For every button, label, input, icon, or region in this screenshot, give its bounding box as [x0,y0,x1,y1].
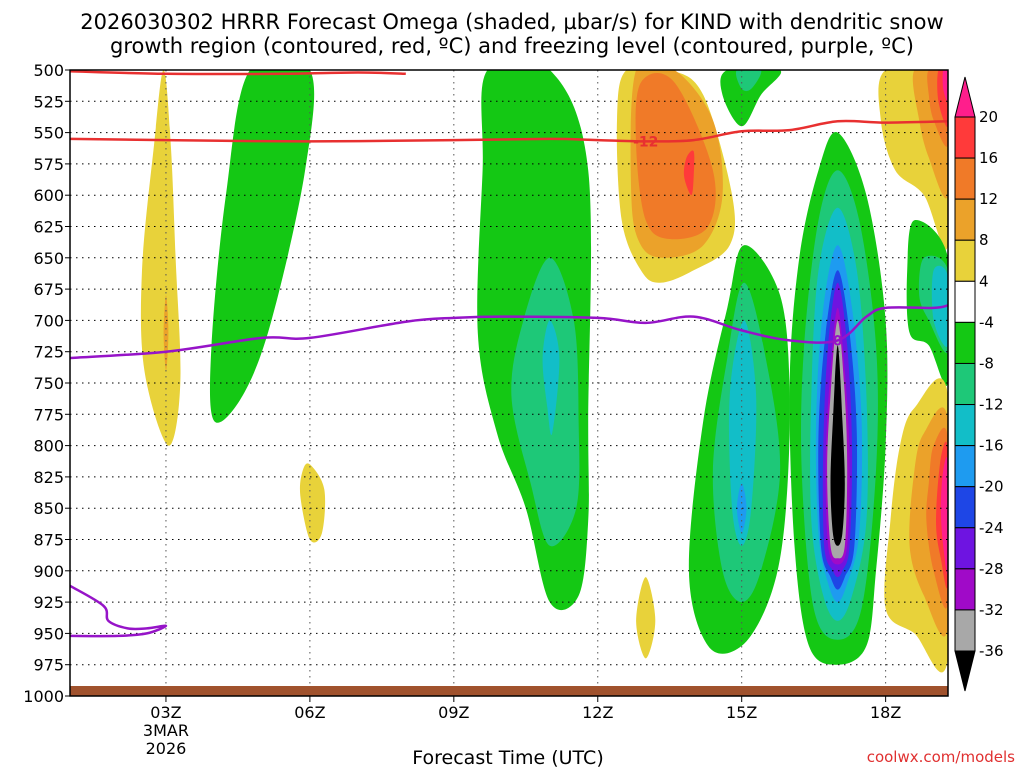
omega-region-cyan-band-15z [728,320,757,546]
freezing-low-contour [70,584,168,638]
freezing-level-contour [70,304,948,360]
y-tick-label-900: 900 [33,562,64,581]
colorbar-bin--20-to--24 [954,486,976,529]
colorbar-label--36: -36 [979,642,1004,660]
omega-region-teal-top-15z [735,70,762,92]
colorbar-bin-12-to-8 [954,198,976,241]
omega-region-green-top-15z [720,70,782,127]
x-tick-label-03Z: 03Z [150,703,181,722]
y-tick-label-625: 625 [33,218,64,237]
x-tick-label-06Z: 06Z [294,703,325,722]
colorbar-label-8: 8 [979,231,989,249]
dgz-minus12-contour [70,119,948,143]
colorbar-bin--32-to--36 [954,609,976,652]
y-tick-label-850: 850 [33,499,64,518]
y-tick-label-575: 575 [33,155,64,174]
colorbar-bin--12-to--16 [954,404,976,447]
colorbar-bin-8-to-4 [954,239,976,282]
x-tick-label-15Z: 15Z [726,703,757,722]
y-tick-label-925: 925 [33,593,64,612]
colorbar-label--4: -4 [979,313,994,331]
omega-region-orange-13z [635,73,716,240]
omega-region-teal-band-11z [511,257,580,547]
omega-region-yellow-blob-06z [299,463,326,543]
colorbar-label-12: 12 [979,190,998,208]
y-tick-label-525: 525 [33,92,64,111]
colorbar-bin--28-to--32 [954,568,976,611]
y-tick-label-725: 725 [33,343,64,362]
omega-region-cyan-blob-11z [542,320,560,436]
colorbar-label--24: -24 [979,519,1004,537]
colorbar-bin-4-to--4 [954,280,976,323]
colorbar-bin-16-to-12 [954,157,976,200]
y-tick-label-675: 675 [33,280,64,299]
y-tick-label-700: 700 [33,311,64,330]
x-axis-label: Forecast Time (UTC) [412,747,603,768]
chart-title-line-1: 2026030302 HRRR Forecast Omega (shaded, … [80,10,943,34]
colorbar-bin--24-to--28 [954,527,976,570]
colorbar-bin--4-to--8 [954,321,976,364]
colorbar-label-16: 16 [979,149,998,167]
colorbar-label--12: -12 [979,396,1004,414]
x-tick-sublabel-2026: 2026 [146,739,187,758]
omega-region-black-core-17z [830,345,845,546]
gridlines [70,70,948,696]
x-tick-sublabel-3MAR: 3MAR [143,721,189,740]
colorbar: 20 16 12 8 4 -4 -8 -12 -16 -20 -24 -28 -32 -36 [954,76,1004,692]
y-tick-label-825: 825 [33,468,64,487]
contours: -12 0 [70,70,948,638]
chart-title-line-2: growth region (contoured, red, ºC) and f… [110,34,914,58]
omega-region-red-13z [683,150,695,196]
colorbar-label-20: 20 [979,108,998,126]
y-tick-label-975: 975 [33,656,64,675]
y-tick-label-500: 500 [33,61,64,80]
colorbar-label-4: 4 [979,272,989,290]
x-tick-label-18Z: 18Z [870,703,901,722]
credit-text: coolwx.com/models [867,748,1015,766]
colorbar-bin--8-to--12 [954,362,976,406]
omega-region-yellow-blob-13z [636,577,656,659]
y-tick-label-600: 600 [33,186,64,205]
y-tick-label-950: 950 [33,624,64,643]
omega-region-magenta-bottom-19z [940,457,948,575]
colorbar-bottom-arrow [954,650,976,692]
terrain-strip [70,686,948,696]
colorbar-bin-20-to-16 [954,116,976,159]
dgz-minus12-contour-label: -12 [633,134,658,150]
x-tick-label-12Z: 12Z [582,703,613,722]
y-tick-label-1000: 1000 [23,687,64,706]
colorbar-top-arrow [954,76,976,118]
freezing-level-contour-label: 0 [833,333,843,349]
colorbar-label--16: -16 [979,437,1004,455]
colorbar-label--20: -20 [979,478,1004,496]
colorbar-bin--16-to--20 [954,445,976,488]
colorbar-label--32: -32 [979,601,1004,619]
omega-shading [140,70,948,673]
dgz-top-contour [70,70,406,76]
omega-region-magenta-top-19z [942,70,948,102]
y-tick-label-775: 775 [33,405,64,424]
omega-region-green-band-05z [209,70,315,423]
y-tick-label-650: 650 [33,249,64,268]
y-tick-label-750: 750 [33,374,64,393]
x-tick-label-09Z: 09Z [438,703,469,722]
colorbar-label--8: -8 [979,354,994,372]
y-tick-label-875: 875 [33,531,64,550]
y-tick-label-550: 550 [33,124,64,143]
y-tick-label-800: 800 [33,437,64,456]
colorbar-label--28: -28 [979,560,1004,578]
y-axis: 500 525 550 575 600 625 650 675 700 725 750 775 800 8… [23,61,70,706]
